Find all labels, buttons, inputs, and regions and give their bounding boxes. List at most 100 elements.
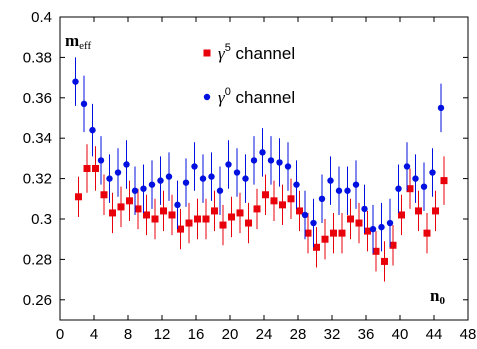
data-point	[327, 177, 334, 184]
data-point	[72, 78, 79, 85]
data-point	[304, 229, 312, 237]
data-point	[423, 229, 431, 237]
data-point	[233, 169, 241, 176]
data-point	[406, 185, 414, 193]
data-point	[415, 207, 422, 215]
data-point	[267, 157, 275, 164]
data-point	[114, 169, 122, 176]
data-point	[80, 100, 88, 108]
data-point	[412, 175, 419, 182]
data-point	[177, 225, 184, 233]
data-point	[199, 175, 207, 182]
data-point	[279, 201, 286, 209]
data-point	[389, 241, 397, 249]
x-tick-label: 4	[90, 326, 98, 343]
data-point	[321, 235, 329, 243]
data-point	[165, 173, 173, 180]
data-point	[236, 209, 244, 217]
data-point	[194, 215, 201, 223]
data-point	[352, 181, 360, 188]
axis-ticks: 0 4 8 12 16 20 24 28 32 36 40 44 480.260.280.30.320.…	[23, 9, 477, 343]
data-point	[191, 163, 198, 170]
legend-marker	[203, 49, 211, 57]
data-point	[242, 175, 249, 182]
x-tick-label: 0	[56, 326, 64, 343]
x-tick-label: 48	[460, 326, 477, 343]
x-axis-label: n0	[430, 286, 445, 307]
data-point	[296, 207, 303, 215]
data-point	[126, 197, 133, 205]
y-tick-label: 0.4	[31, 9, 52, 26]
data-point	[160, 207, 167, 215]
x-tick-label: 16	[188, 326, 205, 343]
data-point	[259, 149, 266, 156]
data-point	[151, 215, 159, 223]
x-tick-label: 40	[392, 326, 409, 343]
data-point	[202, 215, 210, 223]
data-point	[440, 177, 448, 185]
data-point	[97, 157, 105, 164]
y-tick-label: 0.38	[23, 49, 52, 66]
data-point	[134, 205, 142, 213]
data-point	[386, 219, 394, 227]
data-point	[174, 201, 181, 209]
plot-frame	[59, 16, 469, 321]
data-point	[395, 185, 402, 192]
series-gamma0	[72, 57, 445, 254]
data-point	[250, 157, 258, 164]
data-point	[276, 159, 283, 166]
data-point	[432, 207, 439, 215]
data-point	[143, 211, 150, 219]
legend: γ5 channel γ0 channel	[203, 42, 295, 107]
legend-label: γ0 channel	[218, 86, 295, 107]
data-point	[318, 195, 326, 202]
data-point	[338, 229, 346, 237]
data-point	[287, 195, 295, 203]
data-point	[429, 169, 436, 176]
y-tick-label: 0.32	[23, 171, 52, 188]
x-tick-label: 36	[358, 326, 375, 343]
data-point	[347, 215, 354, 223]
data-point	[182, 179, 190, 186]
data-point	[270, 197, 278, 205]
data-point	[310, 219, 317, 227]
data-point	[403, 163, 411, 170]
data-point	[75, 193, 82, 201]
y-tick-label: 0.26	[23, 292, 52, 309]
y-axis-label: meff	[65, 31, 92, 52]
data-point	[106, 175, 113, 182]
data-point	[109, 209, 116, 217]
data-point	[185, 219, 193, 227]
data-point	[372, 247, 380, 255]
data-point	[355, 219, 363, 227]
data-point	[437, 104, 445, 112]
y-tick-label: 0.36	[23, 90, 52, 107]
data-point	[381, 257, 388, 265]
data-point	[216, 187, 224, 194]
data-point	[361, 205, 368, 213]
data-point	[168, 211, 176, 219]
data-point	[369, 225, 377, 233]
data-point	[148, 181, 156, 188]
data-point	[245, 219, 252, 227]
data-point	[398, 211, 405, 219]
y-tick-label: 0.28	[23, 251, 52, 268]
data-point	[378, 223, 385, 231]
data-point	[89, 126, 96, 134]
x-tick-label: 32	[324, 326, 341, 343]
data-point	[253, 205, 261, 213]
data-point	[117, 203, 125, 211]
data-point	[293, 181, 300, 188]
x-tick-label: 24	[256, 326, 273, 343]
legend-marker	[203, 93, 211, 101]
data-point	[131, 187, 139, 194]
data-point	[364, 227, 371, 235]
data-point	[228, 213, 235, 221]
data-point	[140, 185, 147, 192]
x-tick-label: 28	[290, 326, 307, 343]
x-tick-label: 44	[426, 326, 443, 343]
data-point	[225, 161, 232, 168]
data-point	[313, 243, 320, 251]
data-point	[420, 183, 428, 190]
